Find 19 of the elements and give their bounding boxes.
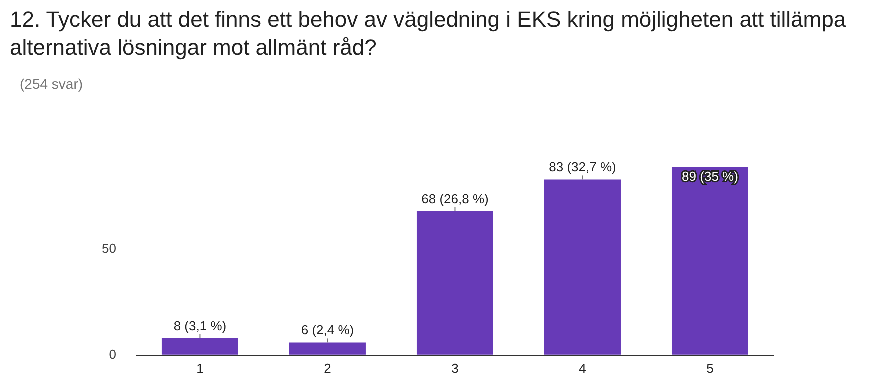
chart-title: 12. Tycker du att det finns ett behov av vägledning i EKS kring möjligheten att tillämpa alternativa lösningar mot allmänt råd?: [10, 6, 848, 62]
x-tick-label: 2: [324, 360, 332, 376]
bar: [289, 342, 366, 355]
bar: [544, 180, 621, 355]
x-tick-label: 3: [452, 360, 459, 376]
y-tick-label: 0: [109, 346, 116, 362]
data-label: 68 (26,8 %): [422, 191, 489, 206]
bar: [162, 338, 238, 355]
chart-subtitle: (254 svar): [20, 76, 84, 92]
bar: [672, 167, 748, 355]
x-tick-label: 1: [196, 360, 204, 376]
x-tick-label: 4: [579, 360, 586, 376]
y-tick-label: 50: [102, 241, 116, 256]
data-label: 6 (2,4 %): [301, 322, 354, 338]
data-label: 8 (3,1 %): [174, 318, 227, 334]
bar: [416, 211, 494, 355]
data-label: 83 (32,7 %): [549, 160, 616, 175]
data-label: 89 (35 %): [682, 169, 738, 184]
x-tick-label: 5: [706, 360, 714, 376]
